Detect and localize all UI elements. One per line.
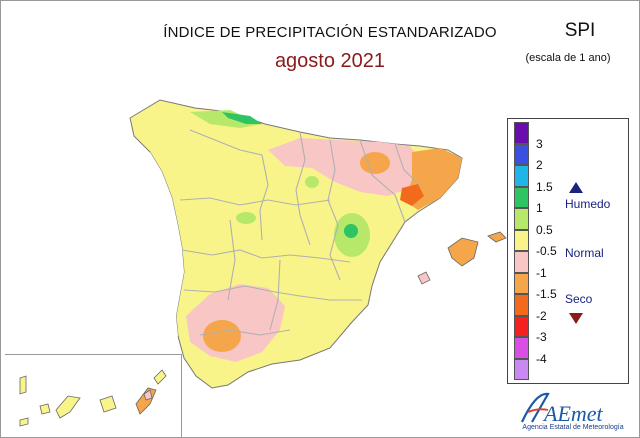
legend-swatch bbox=[514, 337, 529, 359]
legend-tick-label: -1 bbox=[536, 265, 547, 280]
legend-swatch bbox=[514, 165, 529, 187]
legend-swatch bbox=[514, 229, 529, 251]
legend-dry-label: Seco bbox=[565, 292, 593, 306]
aemet-org-name: Agencia Estatal de Meteorología bbox=[522, 424, 624, 431]
el-hierro bbox=[19, 417, 29, 427]
legend-swatch bbox=[514, 143, 529, 165]
legend-swatch bbox=[514, 315, 529, 337]
legend-tick-label: 1.5 bbox=[536, 179, 553, 194]
legend-tick-label: 2 bbox=[536, 158, 543, 172]
aemet-logo: AEmet bbox=[521, 392, 604, 426]
legend-tick-label: -2 bbox=[536, 308, 547, 323]
center-wet-spot bbox=[305, 176, 319, 188]
legend-swatch bbox=[514, 251, 529, 273]
legend-swatch bbox=[514, 294, 529, 316]
east-wet-core bbox=[344, 224, 358, 238]
aemet-swoosh-icon bbox=[521, 392, 550, 423]
legend-tick-label: -4 bbox=[536, 351, 547, 366]
legend-tick-label: 1 bbox=[536, 201, 543, 215]
canaria-small bbox=[143, 389, 153, 401]
menorca bbox=[487, 231, 507, 243]
legend-swatch bbox=[514, 208, 529, 230]
canary-islands-inset-frame bbox=[5, 354, 182, 437]
legend-tick-label: -0.5 bbox=[536, 244, 557, 258]
legend-swatch bbox=[514, 186, 529, 208]
dry-arrow-down-icon bbox=[569, 313, 583, 324]
north-wet-core bbox=[222, 112, 262, 124]
wet-arrow-up-icon bbox=[569, 182, 583, 193]
catalonia-strong-dry bbox=[400, 184, 424, 206]
la-gomera bbox=[39, 403, 51, 415]
legend-swatch bbox=[514, 272, 529, 294]
legend-tick-label: 0.5 bbox=[536, 222, 553, 237]
gran-canaria bbox=[99, 395, 117, 413]
tenerife bbox=[55, 395, 81, 419]
aemet-brand-text: AEmet bbox=[542, 401, 604, 426]
mallorca bbox=[447, 237, 479, 267]
region-borders bbox=[179, 129, 421, 336]
ne-dry-area bbox=[268, 138, 426, 196]
west-wet-spot bbox=[236, 212, 256, 224]
legend-swatch bbox=[514, 358, 529, 380]
andalusia-dry-core bbox=[203, 320, 241, 352]
portugal-area bbox=[140, 152, 184, 346]
map-subtitle: agosto 2021 bbox=[274, 50, 386, 72]
scale-note: (escala de 1 ano) bbox=[525, 52, 611, 64]
north-wet-band bbox=[190, 110, 262, 128]
legend-tick-label: -1.5 bbox=[536, 287, 557, 301]
legend-swatch bbox=[514, 122, 529, 144]
legend-tick-label: 3 bbox=[536, 136, 543, 151]
ibiza bbox=[417, 271, 431, 285]
legend-wet-label: Humedo bbox=[565, 197, 611, 211]
aragon-dry-blob bbox=[360, 152, 390, 174]
map-title: ÍNDICE DE PRECIPITACIÓN ESTANDARIZADO bbox=[163, 24, 497, 41]
legend-tick-label: -3 bbox=[536, 330, 547, 344]
index-name: SPI bbox=[564, 20, 596, 41]
la-palma bbox=[19, 375, 27, 395]
canary-islands bbox=[19, 369, 167, 427]
legend-normal-label: Normal bbox=[565, 246, 604, 260]
lanzarote bbox=[153, 369, 167, 385]
spi-legend: 3 2 1.5 1 0.5 -0.5 -1 -1.5 -2 -3 -4 Humedo Normal … bbox=[507, 118, 629, 384]
